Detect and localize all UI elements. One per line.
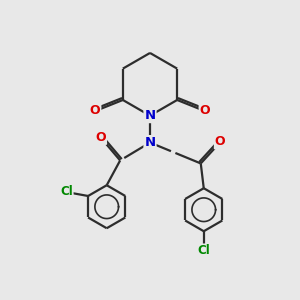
Text: O: O bbox=[95, 131, 106, 144]
Text: O: O bbox=[200, 104, 210, 117]
Text: O: O bbox=[215, 135, 226, 148]
Text: Cl: Cl bbox=[197, 244, 210, 257]
Text: O: O bbox=[90, 104, 101, 117]
Text: N: N bbox=[144, 109, 156, 122]
Text: Cl: Cl bbox=[60, 185, 73, 198]
Text: N: N bbox=[144, 136, 156, 149]
